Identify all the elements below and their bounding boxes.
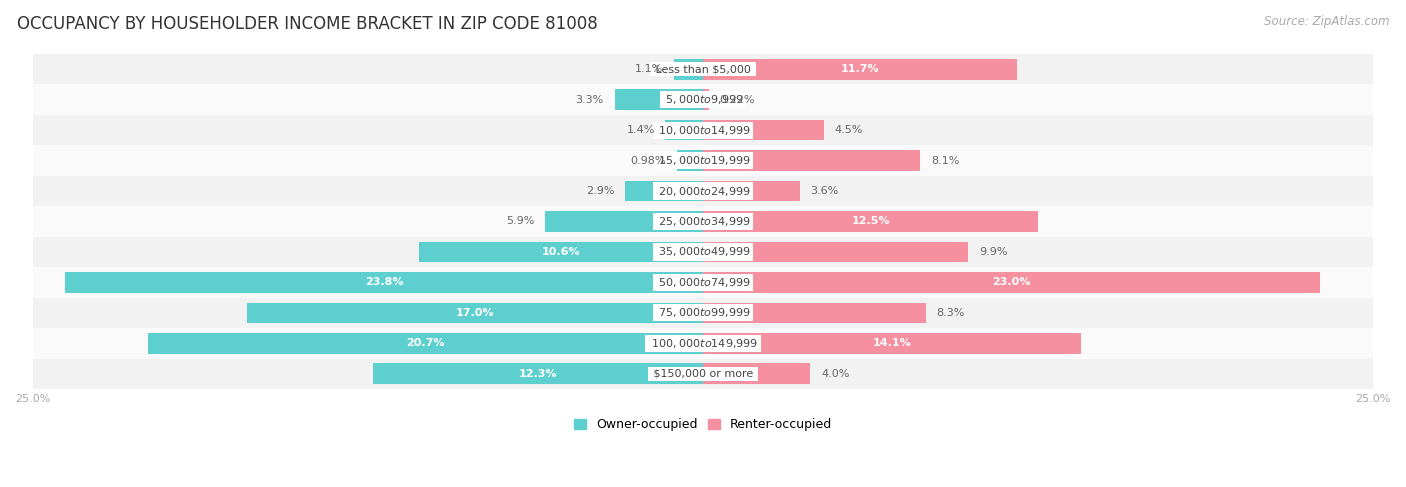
- Text: $150,000 or more: $150,000 or more: [650, 369, 756, 379]
- Bar: [32, 176, 1374, 206]
- Legend: Owner-occupied, Renter-occupied: Owner-occupied, Renter-occupied: [568, 413, 838, 436]
- Bar: [673, 59, 703, 79]
- Bar: [32, 145, 1374, 176]
- Bar: [626, 181, 703, 202]
- Bar: [544, 211, 703, 232]
- Bar: [32, 358, 1374, 389]
- Text: 14.1%: 14.1%: [873, 338, 911, 348]
- Bar: [32, 298, 1374, 328]
- Bar: [665, 120, 703, 140]
- Text: $15,000 to $19,999: $15,000 to $19,999: [655, 154, 751, 167]
- Text: $35,000 to $49,999: $35,000 to $49,999: [655, 245, 751, 259]
- Bar: [703, 211, 1038, 232]
- Bar: [65, 272, 703, 293]
- Bar: [148, 333, 703, 354]
- Bar: [32, 328, 1374, 358]
- Text: 3.3%: 3.3%: [575, 94, 603, 105]
- Text: 2.9%: 2.9%: [586, 186, 614, 196]
- Text: 11.7%: 11.7%: [841, 64, 879, 74]
- Text: 0.98%: 0.98%: [630, 155, 666, 166]
- Text: $75,000 to $99,999: $75,000 to $99,999: [655, 306, 751, 319]
- Bar: [676, 150, 703, 171]
- Bar: [703, 89, 709, 110]
- Bar: [32, 115, 1374, 145]
- Bar: [32, 206, 1374, 237]
- Text: 9.9%: 9.9%: [979, 247, 1008, 257]
- Text: 23.0%: 23.0%: [993, 278, 1031, 287]
- Bar: [703, 59, 1017, 79]
- Bar: [32, 237, 1374, 267]
- Bar: [614, 89, 703, 110]
- Text: 23.8%: 23.8%: [364, 278, 404, 287]
- Text: $50,000 to $74,999: $50,000 to $74,999: [655, 276, 751, 289]
- Text: 20.7%: 20.7%: [406, 338, 444, 348]
- Bar: [703, 302, 925, 323]
- Bar: [373, 363, 703, 384]
- Bar: [247, 302, 703, 323]
- Bar: [32, 267, 1374, 298]
- Text: 0.22%: 0.22%: [720, 94, 755, 105]
- Bar: [703, 363, 810, 384]
- Text: $5,000 to $9,999: $5,000 to $9,999: [662, 93, 744, 106]
- Bar: [419, 242, 703, 262]
- Text: Less than $5,000: Less than $5,000: [652, 64, 754, 74]
- Text: OCCUPANCY BY HOUSEHOLDER INCOME BRACKET IN ZIP CODE 81008: OCCUPANCY BY HOUSEHOLDER INCOME BRACKET …: [17, 15, 598, 33]
- Text: 1.4%: 1.4%: [626, 125, 655, 135]
- Text: 10.6%: 10.6%: [541, 247, 581, 257]
- Text: 8.1%: 8.1%: [931, 155, 959, 166]
- Text: 5.9%: 5.9%: [506, 217, 534, 226]
- Text: Source: ZipAtlas.com: Source: ZipAtlas.com: [1264, 15, 1389, 28]
- Bar: [703, 150, 920, 171]
- Text: 12.3%: 12.3%: [519, 369, 557, 379]
- Text: 8.3%: 8.3%: [936, 308, 965, 318]
- Bar: [703, 272, 1320, 293]
- Bar: [32, 84, 1374, 115]
- Text: $20,000 to $24,999: $20,000 to $24,999: [655, 185, 751, 198]
- Text: 1.1%: 1.1%: [634, 64, 662, 74]
- Bar: [32, 54, 1374, 84]
- Text: 12.5%: 12.5%: [851, 217, 890, 226]
- Text: $25,000 to $34,999: $25,000 to $34,999: [655, 215, 751, 228]
- Text: 3.6%: 3.6%: [810, 186, 838, 196]
- Text: 17.0%: 17.0%: [456, 308, 495, 318]
- Bar: [703, 333, 1081, 354]
- Text: 4.5%: 4.5%: [834, 125, 863, 135]
- Text: 4.0%: 4.0%: [821, 369, 849, 379]
- Bar: [703, 181, 800, 202]
- Text: $100,000 to $149,999: $100,000 to $149,999: [648, 337, 758, 350]
- Text: $10,000 to $14,999: $10,000 to $14,999: [655, 124, 751, 137]
- Bar: [703, 120, 824, 140]
- Bar: [703, 242, 969, 262]
